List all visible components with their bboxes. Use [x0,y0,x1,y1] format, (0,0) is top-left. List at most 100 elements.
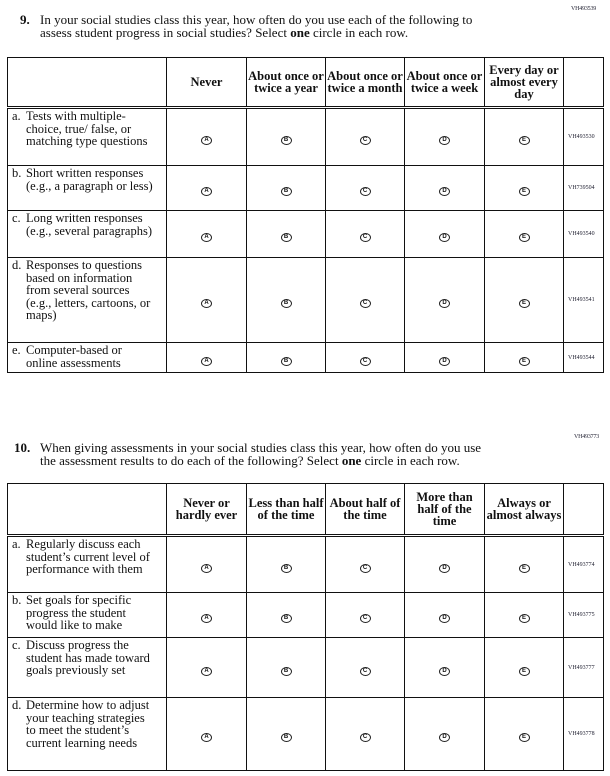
question-10-table: Never or hardly ever Less than half of th… [7,483,604,771]
emphasis: one [290,25,310,40]
response-bubble-a[interactable]: A [201,666,212,676]
response-bubble-c[interactable]: C [359,733,371,742]
response-bubble-a[interactable]: A [201,563,212,573]
response-bubble-d[interactable]: D [439,233,450,242]
response-cell: D [404,592,485,638]
table-row: c. Discuss progress the student has made … [7,637,604,698]
response-cell: A [166,257,247,343]
response-bubble-d[interactable]: D [439,614,450,623]
response-bubble-e[interactable]: E [518,187,530,196]
response-bubble-e[interactable]: E [518,233,530,242]
row-label: c. Discuss progress the student has made … [7,637,167,698]
response-bubble-a[interactable]: A [201,187,212,196]
response-bubble-c[interactable]: C [359,299,371,308]
response-cell: D [404,535,485,593]
column-header: Never or hardly ever [166,483,247,537]
column-header: Less than half of the time [246,483,326,537]
response-bubble-d[interactable]: D [439,356,450,366]
column-header: About once or twice a month [325,57,405,109]
response-bubble-e[interactable]: E [518,299,530,308]
row-text: Computer-based or online assessments [26,343,122,370]
response-bubble-c[interactable]: C [359,563,371,573]
response-cell: E [484,592,564,638]
response-cell: A [166,592,247,638]
response-bubble-a[interactable]: A [201,733,212,742]
row-text: Discuss progress the student has made to… [26,638,150,677]
response-cell: A [166,342,247,373]
row-text: Set goals for specific progress the stud… [26,593,132,632]
table-row: d. Responses to questions based on inform… [7,257,604,343]
prompt-line: the assessment results to do each of the… [40,453,342,468]
column-header: About once or twice a week [404,57,485,109]
response-cell: D [404,697,485,771]
response-bubble-a[interactable]: A [201,356,212,366]
question-9-prompt: 9. In your social studies class this year… [20,13,560,39]
prompt-line: assess student progress in social studie… [40,25,291,40]
response-bubble-c[interactable]: C [359,233,371,242]
response-bubble-b[interactable]: B [280,563,292,573]
response-bubble-c[interactable]: C [359,136,371,145]
response-cell: C [325,592,405,638]
row-label: d. Determine how to adjust your teaching … [7,697,167,771]
prompt-line: circle in each row. [361,453,460,468]
response-bubble-a[interactable]: A [201,136,212,145]
table-row: c. Long written responses (e.g., several … [7,210,604,258]
response-cell: A [166,107,247,166]
question-number: 9. [20,12,30,27]
response-cell: B [246,257,326,343]
response-bubble-e[interactable]: E [518,614,530,623]
response-bubble-e[interactable]: E [518,733,530,742]
question-code: VH493539 [571,6,597,12]
response-bubble-b[interactable]: B [280,233,292,242]
emphasis: one [341,453,362,468]
response-bubble-d[interactable]: D [439,187,450,196]
response-cell: D [404,107,485,166]
response-bubble-b[interactable]: B [280,187,292,196]
row-text: Determine how to adjust your teaching st… [26,698,150,750]
response-bubble-b[interactable]: B [280,614,292,623]
response-cell: D [404,342,485,373]
response-bubble-d[interactable]: D [439,666,450,676]
response-cell: B [246,210,326,258]
response-bubble-e[interactable]: E [518,356,530,366]
item-code: VH493778 [563,697,604,771]
response-bubble-d[interactable]: D [439,563,450,573]
response-bubble-b[interactable]: B [280,299,292,308]
response-cell: B [246,592,326,638]
response-bubble-b[interactable]: B [280,666,292,676]
response-bubble-a[interactable]: A [201,614,212,623]
item-code: VH493544 [563,342,604,373]
row-letter: a. [12,537,21,551]
response-bubble-e[interactable]: E [518,136,530,145]
row-label: e. Computer-based or online assessments [7,342,167,373]
response-bubble-a[interactable]: A [201,299,212,308]
column-header: About once or twice a year [246,57,326,109]
response-cell: C [325,637,405,698]
response-cell: A [166,165,247,211]
response-bubble-c[interactable]: C [359,666,371,676]
question-9-table: Never About once or twice a year About onc… [7,57,604,373]
response-bubble-b[interactable]: B [280,356,292,366]
response-bubble-b[interactable]: B [280,136,292,145]
response-cell: A [166,697,247,771]
response-bubble-a[interactable]: A [201,233,212,242]
response-cell: E [484,210,564,258]
response-bubble-b[interactable]: B [280,733,292,742]
response-cell: D [404,257,485,343]
response-bubble-c[interactable]: C [359,614,371,623]
response-cell: C [325,257,405,343]
row-label: b. Set goals for specific progress the st… [7,592,167,638]
response-bubble-c[interactable]: C [359,187,371,196]
response-cell: D [404,637,485,698]
response-bubble-e[interactable]: E [518,666,530,676]
response-bubble-d[interactable]: D [439,299,450,308]
response-cell: B [246,637,326,698]
response-bubble-d[interactable]: D [439,733,450,742]
item-code: VH493530 [563,107,604,166]
question-code: VH493773 [574,434,600,440]
response-bubble-d[interactable]: D [439,136,450,145]
response-bubble-c[interactable]: C [359,356,371,366]
header-blank [7,57,167,109]
response-bubble-e[interactable]: E [518,563,530,573]
table-row: e. Computer-based or online assessments A B… [7,342,604,373]
